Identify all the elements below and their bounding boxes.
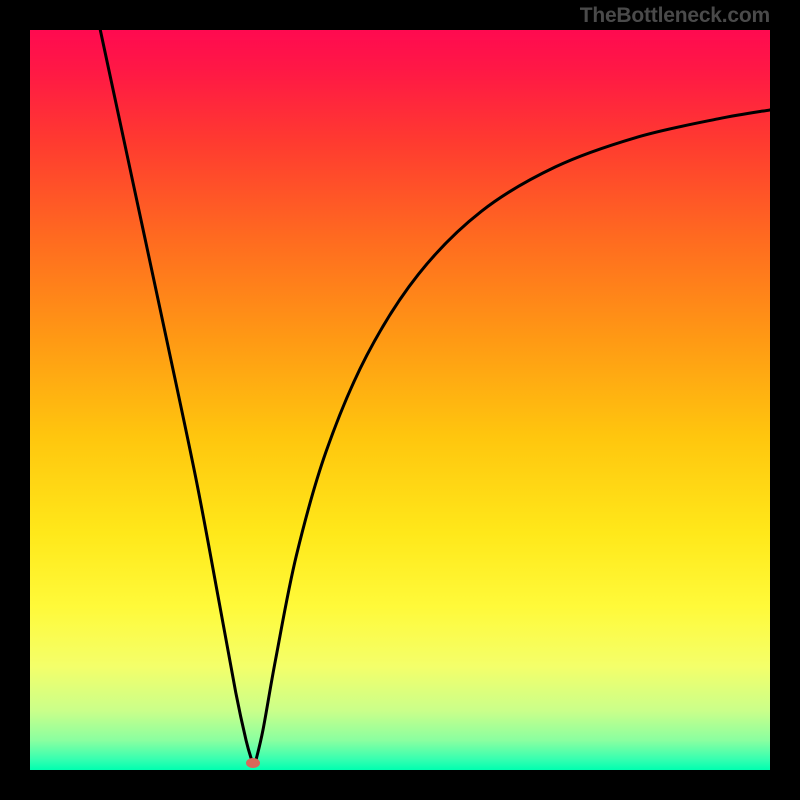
chart-container: TheBottleneck.com: [0, 0, 800, 800]
watermark-text: TheBottleneck.com: [580, 4, 770, 28]
cusp-marker: [246, 758, 260, 768]
plot-area: [30, 30, 770, 770]
bottleneck-curve: [30, 30, 770, 770]
